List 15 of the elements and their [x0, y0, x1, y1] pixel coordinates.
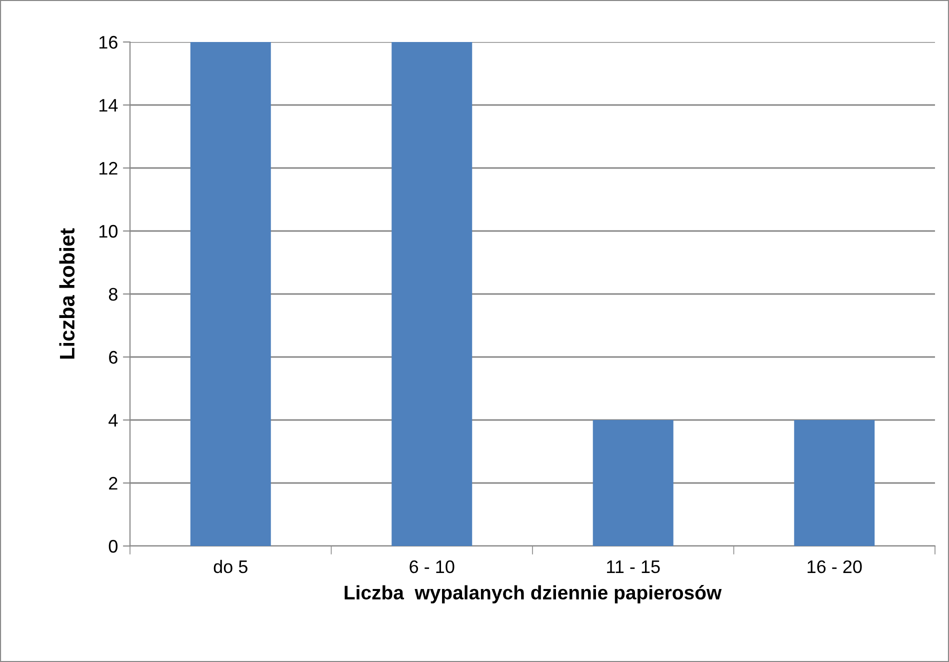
- x-tick-label: do 5: [214, 560, 248, 574]
- y-tick-label: 6: [109, 350, 118, 364]
- x-axis-title: Liczba wypalanych dziennie papierosów: [344, 585, 722, 604]
- y-tick-label: 10: [99, 224, 118, 238]
- x-tick-label: 11 - 15: [607, 560, 660, 574]
- y-tick-label: 12: [99, 162, 118, 175]
- y-tick-label: 2: [109, 476, 118, 490]
- y-tick-label: 14: [99, 99, 118, 112]
- x-tick-label: 6 - 10: [410, 560, 454, 574]
- y-axis-title: Liczba kobiet: [59, 228, 75, 359]
- y-tick-label: 4: [108, 414, 118, 427]
- y-tick-label: 8: [108, 288, 118, 301]
- x-tick-label: 16 - 20: [808, 560, 862, 574]
- y-tick-label: 0: [108, 540, 118, 553]
- y-tick-label: 16: [99, 36, 118, 49]
